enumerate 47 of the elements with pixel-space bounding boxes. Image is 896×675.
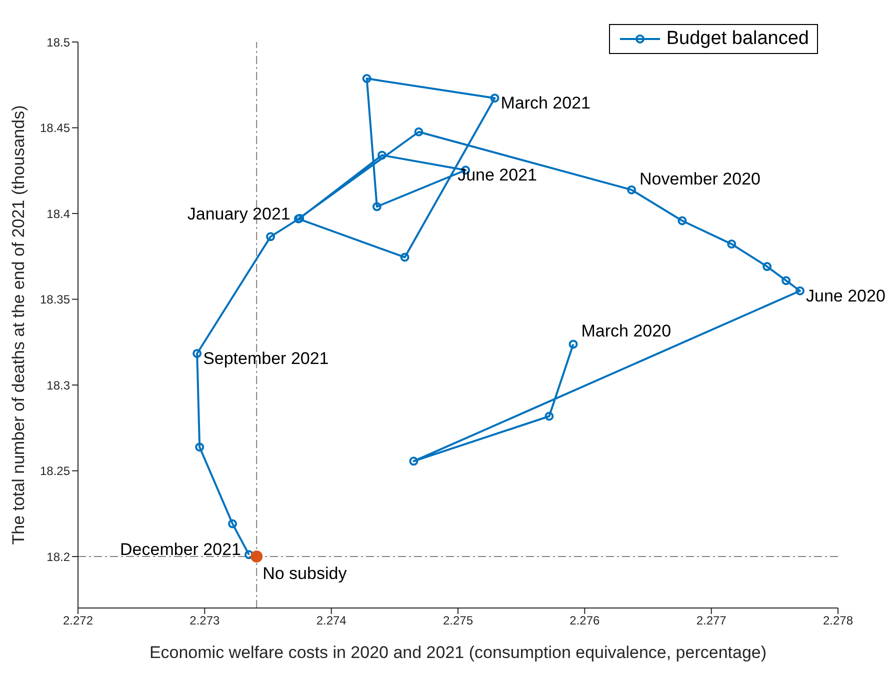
annotation: June 2021 [458,166,538,185]
point [400,252,410,262]
point [762,262,772,272]
y-tick-label: 18.45 [40,121,70,136]
annotation: No subsidy [262,564,348,584]
point [782,276,791,286]
x-tick-label: 2.277 [696,614,727,628]
point [627,185,636,194]
x-tick-label: 2.273 [190,614,220,628]
point [372,202,382,212]
annotation: December 2021 [120,540,241,560]
x-tick-label: 2.272 [62,614,94,628]
legend-label: Budget balanced [666,28,809,50]
point [266,232,276,242]
annotation: September 2021 [203,348,329,368]
annotation: January 2021 [187,204,290,224]
y-tick-label: 18.25 [40,464,70,478]
y-tick-label: 18.4 [46,206,70,221]
point [378,150,386,160]
point [195,442,204,452]
annotation: June 2020 [806,286,886,306]
point [409,456,418,466]
x-axis-title: Economic welfare costs in 2020 and 2021 (consumption equivalence, percentage) [149,643,767,662]
point [414,127,424,136]
point [727,240,736,249]
x-tick-label: 2.274 [316,614,347,628]
annotation: March 2020 [581,322,672,341]
point [192,348,202,358]
point [490,94,500,103]
y-tick-label: 18.35 [40,292,70,307]
x-tick-label: 2.275 [442,614,474,628]
point [568,340,578,349]
annotation: November 2020 [640,169,760,188]
y-tick-label: 18.2 [46,550,70,564]
y-axis-title: The total number of deaths at the end of 2021 (thousands) [9,105,28,545]
x-tick-label: 2.276 [570,614,600,628]
y-tick-label: 18.3 [46,378,70,392]
point [250,550,263,563]
x-tick-label: 2.278 [822,614,854,628]
point [228,519,238,528]
annotation: March 2021 [500,94,591,113]
point [796,286,804,296]
point [244,550,254,560]
point [362,74,372,84]
point [544,412,554,421]
point [678,216,687,226]
y-tick-label: 18.5 [46,35,70,50]
